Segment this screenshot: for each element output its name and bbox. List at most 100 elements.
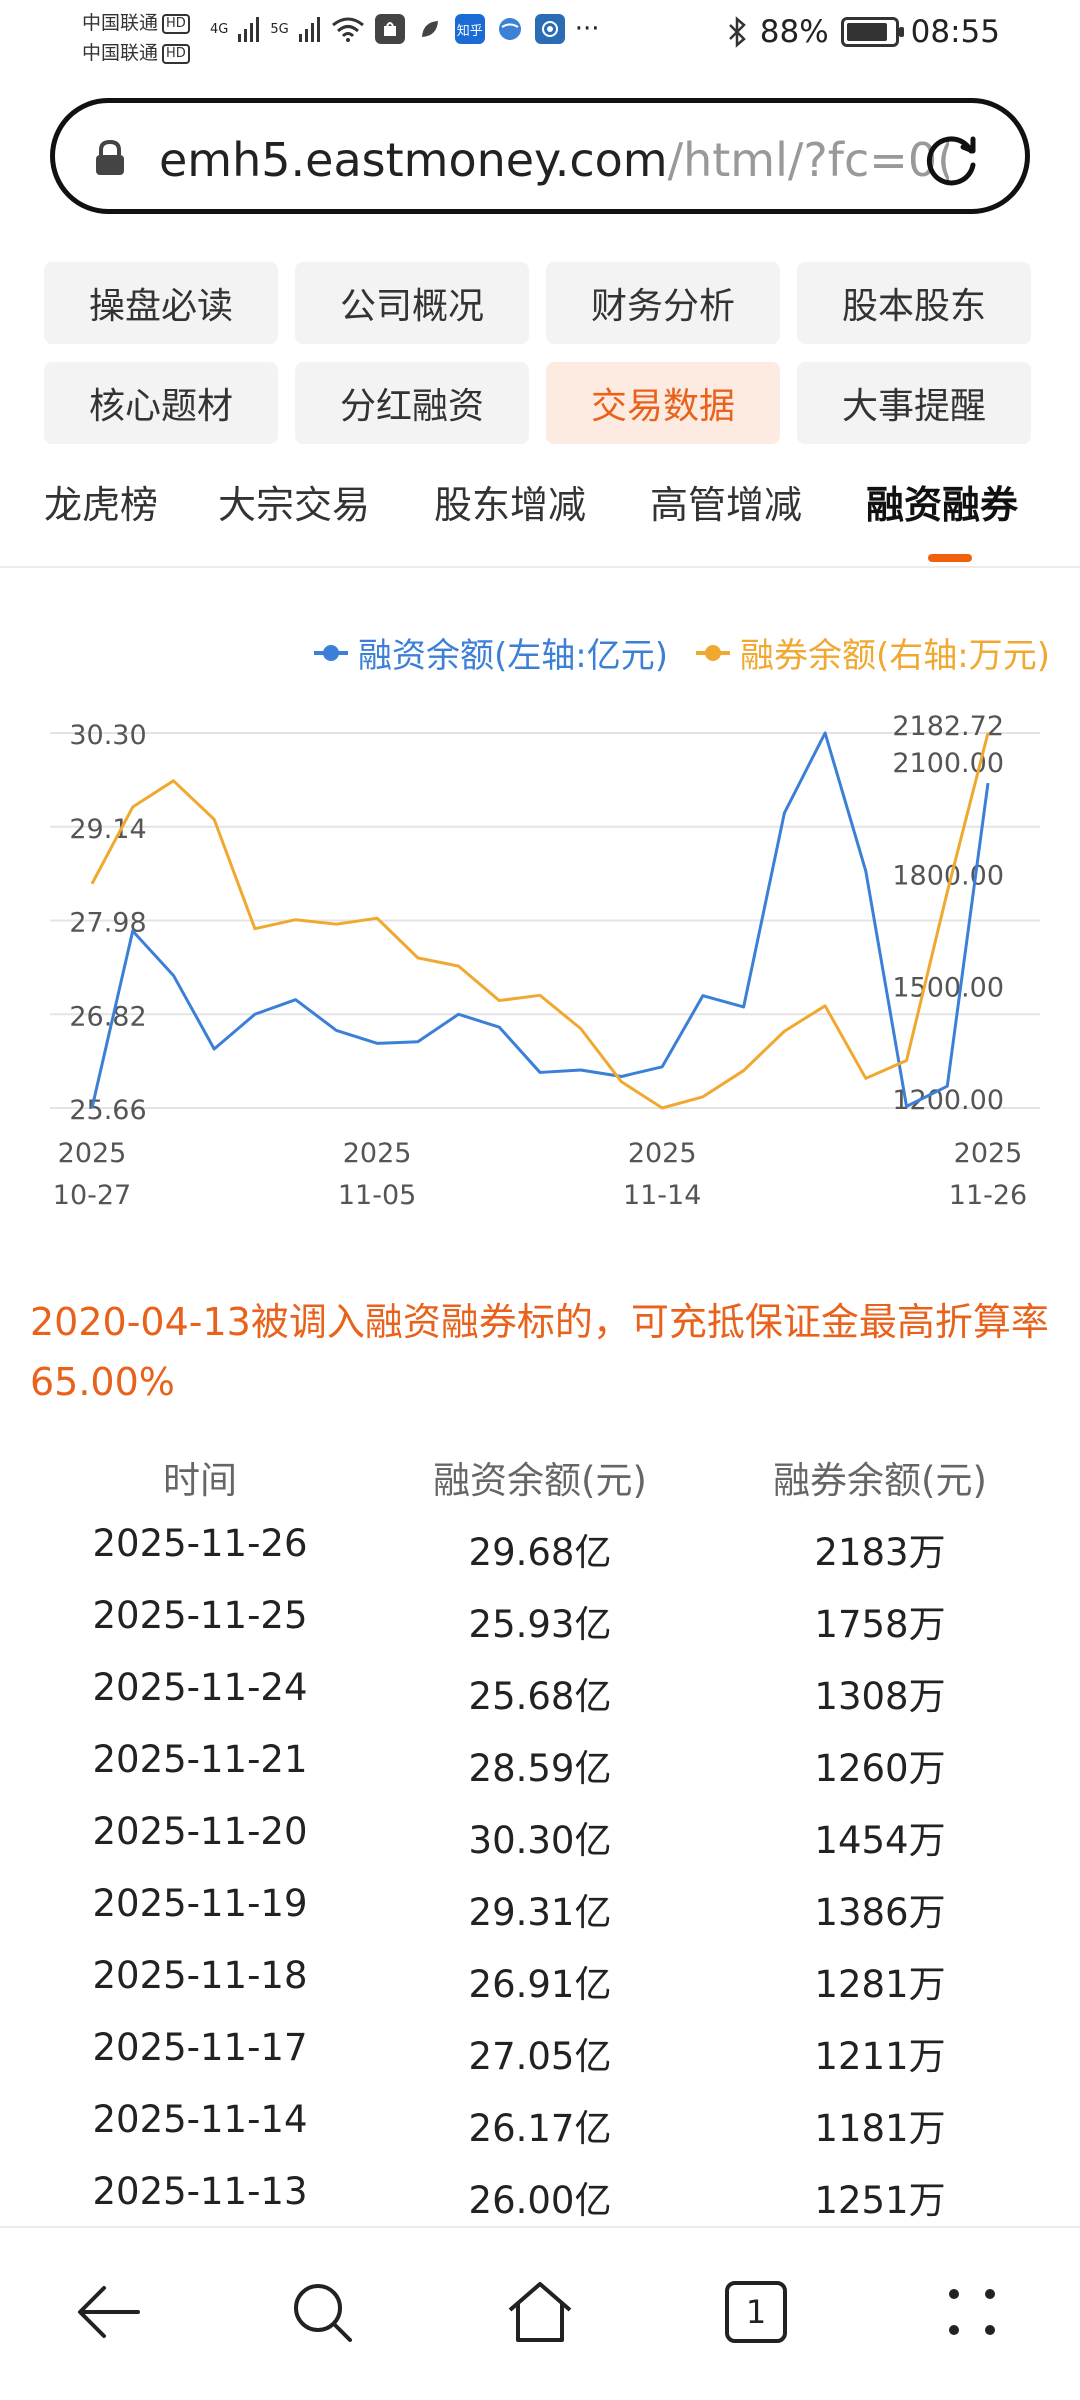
tab-executive-change[interactable]: 高管增减	[650, 483, 803, 527]
tabs-button[interactable]: 1	[716, 2272, 796, 2352]
url-text[interactable]: emh5.eastmoney.com/html/?fc=0(	[159, 133, 949, 187]
reload-icon[interactable]	[923, 129, 983, 189]
table-row: 2025-11-25 25.93亿 1758万	[0, 1582, 1080, 1654]
cell-financing: 27.05亿	[468, 2035, 612, 2078]
category-button-1[interactable]: 公司概况	[295, 262, 529, 344]
cell-financing: 26.00亿	[468, 2179, 612, 2222]
margin-chart: 30.3029.1427.9826.8225.662182.722100.001…	[50, 711, 1040, 1211]
carrier-2-label: 中国联通	[82, 42, 159, 64]
margin-table: 时间 融资余额(元) 融券余额(元) 2025-11-26 29.68亿 2183万…	[0, 1438, 1080, 2230]
battery-level	[846, 23, 888, 41]
network-5g-label: 5G	[270, 21, 289, 37]
category-button-5[interactable]: 分红融资	[295, 362, 529, 444]
active-tab-indicator	[928, 554, 972, 562]
url-host: emh5.eastmoney.com	[159, 133, 668, 187]
globe-app-icon	[494, 14, 525, 44]
short-balance-line	[90, 732, 990, 1110]
status-icons: 4G 5G 知乎 ···	[210, 14, 600, 44]
bottom-navigation: 1	[0, 2226, 1080, 2400]
cell-date: 2025-11-25	[92, 1594, 308, 1637]
back-button[interactable]	[68, 2272, 148, 2352]
tabs-icon	[725, 2281, 787, 2343]
category-button-0[interactable]: 操盘必读	[44, 262, 278, 344]
cell-date: 2025-11-19	[92, 1882, 308, 1925]
financing-balance-line	[90, 731, 990, 1109]
menu-dots-icon	[949, 2289, 995, 2335]
cell-short: 1386万	[814, 1891, 946, 1934]
y-left-tick-label: 25.66	[69, 1095, 146, 1126]
y-left-tick-label: 29.14	[69, 814, 146, 845]
network-4g-label: 4G	[210, 21, 229, 37]
status-bar: 中国联通 HD 中国联通 HD 4G 5G 知乎 ··· 88% 08:55	[0, 0, 1080, 72]
search-icon	[294, 2284, 352, 2342]
menu-button[interactable]	[932, 2272, 1012, 2352]
category-button-2[interactable]: 财务分析	[546, 262, 780, 344]
leaf-app-icon	[414, 14, 445, 44]
tab-longhubang[interactable]: 龙虎榜	[44, 483, 159, 527]
table-row: 2025-11-13 26.00亿 1251万	[0, 2158, 1080, 2230]
battery-percent: 88%	[759, 14, 829, 50]
y-right-tick-label: 2182.72	[892, 711, 1004, 742]
cell-date: 2025-11-13	[92, 2170, 308, 2213]
legend-item-financing[interactable]: 融资余额(左轴:亿元)	[314, 628, 668, 677]
search-button[interactable]	[282, 2272, 362, 2352]
category-button-3[interactable]: 股本股东	[797, 262, 1031, 344]
cell-date: 2025-11-18	[92, 1954, 308, 1997]
tab-block-trade[interactable]: 大宗交易	[218, 483, 371, 527]
cell-short: 2183万	[814, 1531, 946, 1574]
signal-icon	[298, 17, 320, 42]
x-tick-date: 11-05	[338, 1180, 416, 1211]
category-button-4[interactable]: 核心题材	[44, 362, 278, 444]
cell-date: 2025-11-26	[92, 1522, 308, 1565]
y-right-tick-label: 1500.00	[892, 973, 1004, 1004]
table-header: 时间 融资余额(元) 融券余额(元)	[0, 1438, 1080, 1510]
more-notifications-icon: ···	[574, 14, 600, 44]
x-tick-year: 2025	[954, 1138, 1023, 1169]
home-button[interactable]	[500, 2272, 580, 2352]
clock-time: 08:55	[910, 14, 1000, 50]
table-row: 2025-11-21 28.59亿 1260万	[0, 1726, 1080, 1798]
table-row: 2025-11-17 27.05亿 1211万	[0, 2014, 1080, 2086]
bluetooth-icon	[728, 16, 746, 48]
cell-financing: 29.31亿	[468, 1891, 612, 1934]
hd-badge: HD	[162, 43, 190, 64]
table-row: 2025-11-20 30.30亿 1454万	[0, 1798, 1080, 1870]
address-bar[interactable]: emh5.eastmoney.com/html/?fc=0(	[50, 98, 1030, 214]
x-tick-year: 2025	[343, 1138, 412, 1169]
cell-financing: 26.91亿	[468, 1963, 612, 2006]
table-row: 2025-11-24 25.68亿 1308万	[0, 1654, 1080, 1726]
legend-label-short: 融券余额(右轴:万元)	[740, 636, 1050, 676]
divider	[0, 566, 1080, 568]
cell-short: 1308万	[814, 1675, 946, 1718]
cell-short: 1758万	[814, 1603, 946, 1646]
y-left-tick-label: 30.30	[69, 720, 146, 751]
zhihu-app-icon: 知乎	[454, 14, 485, 44]
legend-item-short[interactable]: 融券余额(右轴:万元)	[696, 628, 1050, 677]
table-row: 2025-11-26 29.68亿 2183万	[0, 1510, 1080, 1582]
tab-margin-trading[interactable]: 融资融券	[866, 483, 1019, 527]
header-financing: 融资余额(元)	[433, 1459, 647, 1502]
cell-date: 2025-11-14	[92, 2098, 308, 2141]
cell-short: 1260万	[814, 1747, 946, 1790]
category-button-7[interactable]: 大事提醒	[797, 362, 1031, 444]
header-date: 时间	[163, 1459, 237, 1502]
sub-tabs: 龙虎榜 大宗交易 股东增减 高管增减 融资融券	[0, 474, 1080, 566]
carrier-1: 中国联通 HD	[82, 8, 190, 35]
legend-marker-icon	[696, 644, 731, 661]
cell-financing: 30.30亿	[468, 1819, 612, 1862]
home-icon	[508, 2282, 572, 2342]
cell-financing: 28.59亿	[468, 1747, 612, 1790]
carrier-2: 中国联通 HD	[82, 38, 190, 65]
margin-notice: 2020-04-13被调入融资融券标的，可充抵保证金最高折算率65.00%	[30, 1300, 1049, 1404]
x-tick-year: 2025	[628, 1138, 697, 1169]
wifi-icon	[331, 17, 364, 42]
table-row: 2025-11-18 26.91亿 1281万	[0, 1942, 1080, 2014]
x-tick-date: 10-27	[53, 1180, 131, 1211]
category-button-6[interactable]: 交易数据	[546, 362, 780, 444]
zhihu-label: 知乎	[456, 23, 483, 39]
table-row: 2025-11-14 26.17亿 1181万	[0, 2086, 1080, 2158]
cell-financing: 26.17亿	[468, 2107, 612, 2150]
tab-shareholder-change[interactable]: 股东增减	[434, 483, 587, 527]
cell-short: 1181万	[814, 2107, 946, 2150]
cell-short: 1454万	[814, 1819, 946, 1862]
